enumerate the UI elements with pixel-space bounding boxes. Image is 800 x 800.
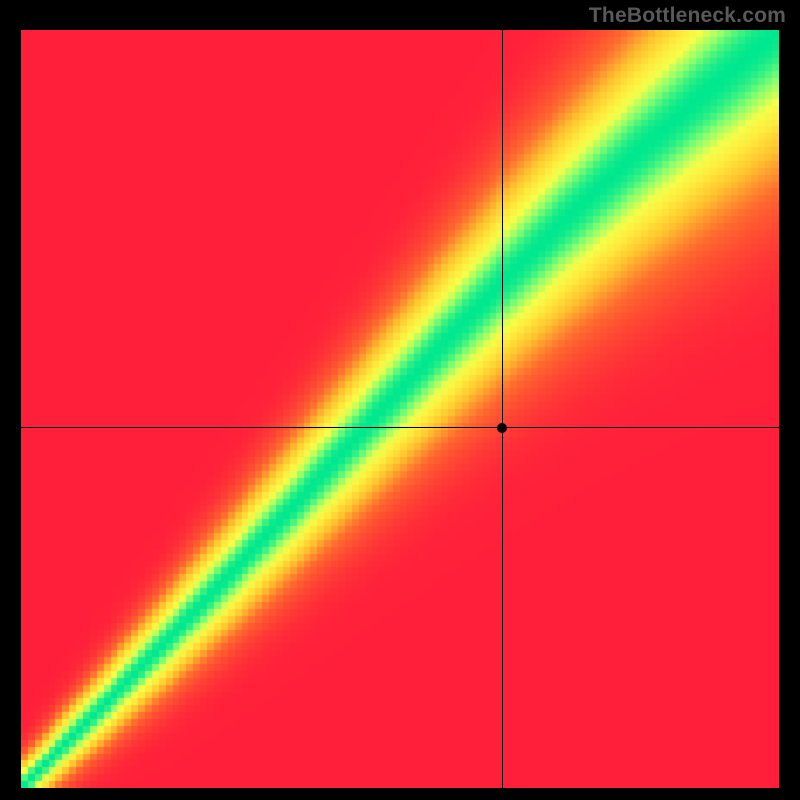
crosshair-horizontal [21,427,779,428]
selection-marker [497,423,507,433]
bottleneck-heatmap [21,30,779,788]
chart-frame: TheBottleneck.com [0,0,800,800]
crosshair-vertical [502,30,503,788]
watermark-text: TheBottleneck.com [589,4,786,28]
